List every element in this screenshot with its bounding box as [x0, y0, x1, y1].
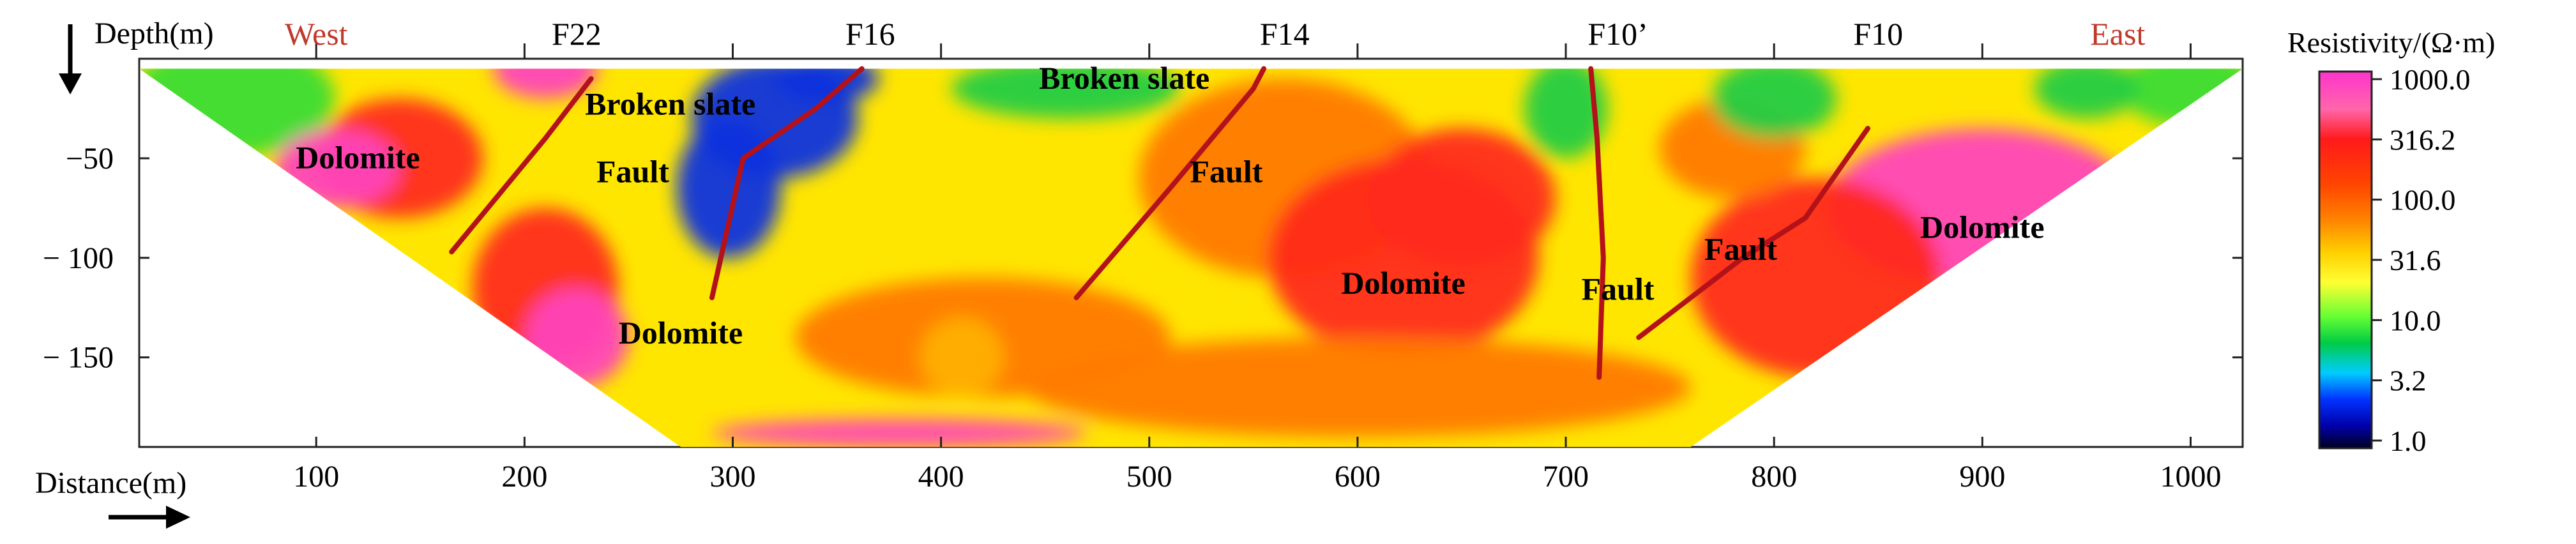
x-tick-label: 200 — [501, 460, 547, 494]
colorbar-ticks: 1000.0 316.2 100.0 31.6 10.0 3.2 1.0 — [2372, 63, 2471, 457]
resistivity-zone-medium — [1524, 68, 1608, 158]
distance-axis-label: Distance(m) — [35, 466, 186, 500]
y-tick-label: −50 — [66, 142, 114, 176]
colorbar-tick-label: 10.0 — [2390, 304, 2441, 336]
annotation-dolomite: Dolomite — [619, 315, 743, 351]
x-tick-label: 500 — [1126, 460, 1172, 494]
distance-arrow-icon — [109, 506, 190, 529]
depth-axis-label: Depth(m) — [95, 17, 214, 50]
top-label-f22: F22 — [552, 16, 602, 52]
top-label-f10: F10’ — [1587, 16, 1648, 52]
colorbar-title: Resistivity/(Ω·m) — [2287, 26, 2496, 59]
top-label-west: West — [285, 16, 348, 52]
x-tick-label: 600 — [1335, 460, 1381, 494]
x-tick-label: 100 — [293, 460, 339, 494]
resistivity-zone-medium — [2034, 68, 2139, 119]
top-label-f10: F10 — [1853, 16, 1903, 52]
colorbar-tick-label: 1.0 — [2390, 425, 2427, 457]
depth-arrow-icon — [59, 24, 82, 94]
resistivity-zone-extreme — [493, 68, 598, 99]
annotation-broken-slate: Broken slate — [585, 86, 755, 121]
x-tick-label: 700 — [1543, 460, 1589, 494]
axis-ticks: 100 200 300 400 500 600 700 800 900 1000 −50 − 100 −… — [43, 43, 2243, 494]
fault-line-f10 — [1636, 126, 1870, 340]
x-tick-label: 300 — [709, 460, 755, 494]
resistivity-zone-high — [1024, 337, 1691, 437]
annotation-dolomite: Dolomite — [296, 139, 420, 175]
colorbar-tick-label: 316.2 — [2390, 123, 2456, 156]
resistivity-zone-low — [676, 118, 781, 258]
colorbar-tick-label: 3.2 — [2390, 365, 2427, 397]
annotation-dolomite: Dolomite — [1341, 265, 1465, 301]
colorbar-gradient — [2318, 70, 2373, 450]
y-tick-label: − 100 — [43, 241, 114, 275]
x-tick-label: 800 — [1751, 460, 1797, 494]
resistivity-zone-extreme — [524, 287, 629, 388]
colorbar-tick-label: 1000.0 — [2390, 63, 2471, 96]
resistivity-zone-extreme — [711, 419, 1087, 448]
top-label-f16: F16 — [845, 16, 895, 52]
fault-line-f10 — [1588, 66, 1606, 380]
resistivity-zone-medium-high — [920, 317, 1004, 398]
resistivity-section — [139, 68, 2243, 448]
fault-line-f14 — [1073, 66, 1267, 301]
annotation-fault: Fault — [1582, 271, 1655, 306]
resistivity-zone-medium — [951, 68, 1181, 119]
annotation-fault: Fault — [1704, 231, 1777, 267]
faults-layer — [449, 66, 1870, 380]
annotation-fault: Fault — [1190, 153, 1262, 189]
top-label-f14: F14 — [1260, 16, 1310, 52]
fault-line-f16 — [709, 66, 865, 301]
resistivity-zone-very-high — [1690, 178, 1941, 377]
annotation-broken-slate: Broken slate — [1039, 60, 1209, 96]
colorbar-tick-label: 100.0 — [2390, 184, 2456, 216]
y-tick-label: − 150 — [43, 341, 114, 375]
top-label-east: East — [2090, 16, 2145, 52]
annotation-dolomite: Dolomite — [1920, 209, 2044, 245]
colorbar: Resistivity/(Ω·m) 1000.0316.2100.031.610… — [2287, 26, 2496, 457]
annotations-layer: Broken slate Broken slate Dolomite Dolomite… — [296, 60, 2044, 351]
zone-green-flank-east — [2120, 68, 2243, 127]
fault-line-f22 — [449, 76, 594, 255]
resistivity-zone-low — [774, 68, 879, 103]
resistivity-zone-very-high — [1368, 128, 1556, 268]
annotation-fault: Fault — [596, 153, 669, 189]
colorbar-tick-label: 31.6 — [2390, 244, 2441, 276]
x-tick-label: 400 — [918, 460, 964, 494]
x-tick-label: 900 — [1959, 460, 2005, 494]
resistivity-zone-medium — [1711, 68, 1837, 139]
top-labels: West F22 F16 F14 F10’ F10 East — [285, 16, 2146, 52]
x-tick-label: 1000 — [2160, 460, 2221, 494]
